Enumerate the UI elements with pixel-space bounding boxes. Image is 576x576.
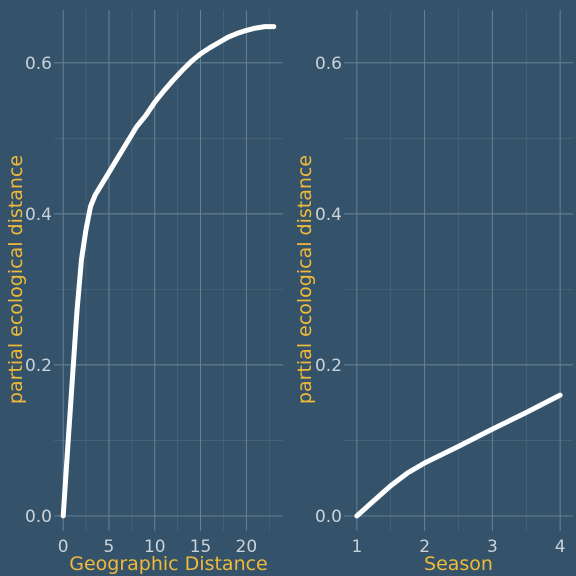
y-tick-label: 0.6: [315, 54, 342, 74]
y-tick-label: 0.4: [315, 205, 342, 225]
y-tick-label: 0.0: [25, 507, 52, 527]
x-tick-label: 0: [58, 537, 69, 557]
panel-1: 0 5 10 15 20 0.0 0.2 0.4 0.6 Geographic Distance p…: [5, 10, 283, 575]
y-axis-title: partial ecological distance: [294, 155, 316, 404]
y-tick-label: 0.0: [315, 507, 342, 527]
y-axis-title: partial ecological distance: [5, 155, 27, 404]
y-tick-label: 0.2: [315, 356, 342, 376]
x-tick-label: 2: [419, 537, 430, 557]
x-tick-label: 4: [555, 537, 566, 557]
x-tick-label: 5: [104, 537, 115, 557]
y-tick-label: 0.4: [25, 205, 52, 225]
series-line-1: [60, 24, 277, 519]
x-axis-title: Geographic Distance: [69, 553, 268, 575]
y-tick-label: 0.6: [25, 54, 52, 74]
x-tick-label: 3: [487, 537, 498, 557]
x-tick-label: 10: [144, 537, 166, 557]
x-tick-label: 15: [190, 537, 212, 557]
x-tick-label: 1: [351, 537, 362, 557]
series-line-2: [354, 392, 563, 519]
y-tick-label: 0.2: [25, 356, 52, 376]
x-tick-label: 20: [236, 537, 258, 557]
x-axis-title: Season: [424, 553, 493, 575]
panel-2: 1 2 3 4 0.0 0.2 0.4 0.6 Season partial ecological…: [294, 10, 573, 575]
